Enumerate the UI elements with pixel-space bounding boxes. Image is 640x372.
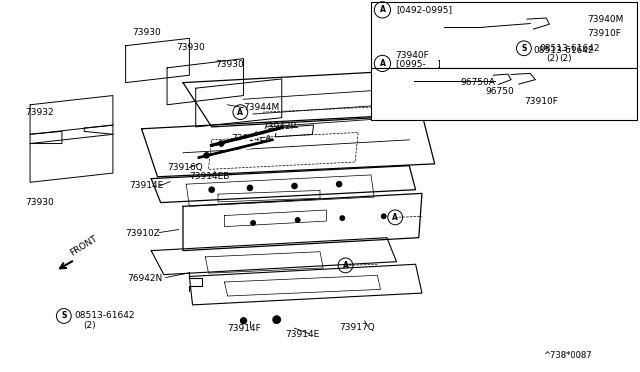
Text: 73944M: 73944M <box>244 103 280 112</box>
Ellipse shape <box>340 216 344 220</box>
Text: (2): (2) <box>559 54 572 63</box>
Ellipse shape <box>381 214 386 218</box>
Text: (2): (2) <box>546 54 559 63</box>
Text: 76942N: 76942N <box>127 274 163 283</box>
Text: 96750A: 96750A <box>460 78 495 87</box>
Bar <box>371 2 637 68</box>
Ellipse shape <box>219 141 224 146</box>
Text: A: A <box>380 59 385 68</box>
Text: S: S <box>61 311 67 320</box>
Ellipse shape <box>423 77 431 84</box>
Text: 73910F: 73910F <box>588 29 621 38</box>
Ellipse shape <box>337 182 342 187</box>
Text: 73914E: 73914E <box>285 330 319 339</box>
Ellipse shape <box>296 218 300 222</box>
Text: 73914EB: 73914EB <box>189 172 230 181</box>
Text: A: A <box>237 108 243 117</box>
Text: 73930: 73930 <box>215 60 244 69</box>
Text: FRONT: FRONT <box>68 234 99 258</box>
Text: 73930: 73930 <box>177 43 205 52</box>
Text: (2): (2) <box>83 321 95 330</box>
Text: 73942P: 73942P <box>262 122 296 131</box>
Text: 73914E: 73914E <box>129 182 163 190</box>
Text: 73916Q: 73916Q <box>167 163 203 172</box>
Text: 73910F: 73910F <box>524 97 558 106</box>
Bar <box>371 68 637 119</box>
Text: 73910Z: 73910Z <box>125 229 161 238</box>
Text: 73930: 73930 <box>132 28 161 37</box>
Text: 08513-61642: 08513-61642 <box>534 46 594 55</box>
Text: 73940F: 73940F <box>395 51 429 60</box>
Ellipse shape <box>241 318 246 324</box>
Text: ^738*0087: ^738*0087 <box>543 350 591 360</box>
Text: 96750: 96750 <box>486 87 515 96</box>
Ellipse shape <box>440 24 445 30</box>
Ellipse shape <box>247 185 253 190</box>
Text: A: A <box>392 213 398 222</box>
Text: A: A <box>342 261 348 270</box>
Ellipse shape <box>292 183 297 189</box>
Text: 73932: 73932 <box>26 108 54 117</box>
Text: 08513-61642: 08513-61642 <box>75 311 135 320</box>
Text: [0492-0995]: [0492-0995] <box>396 5 452 15</box>
Ellipse shape <box>410 78 415 84</box>
Text: 73914EA: 73914EA <box>231 134 271 142</box>
Ellipse shape <box>273 316 280 323</box>
Text: A: A <box>380 5 385 15</box>
Ellipse shape <box>209 187 214 192</box>
Text: S: S <box>521 44 527 53</box>
Text: 73940M: 73940M <box>588 15 624 24</box>
Text: [0995-    ]: [0995- ] <box>396 59 441 68</box>
Ellipse shape <box>455 23 463 31</box>
Ellipse shape <box>204 153 209 158</box>
Text: 08513-61642: 08513-61642 <box>540 44 600 53</box>
Text: ^738*0087: ^738*0087 <box>543 350 591 360</box>
Text: 73914F: 73914F <box>228 324 261 333</box>
Ellipse shape <box>251 221 255 225</box>
Text: 73917Q: 73917Q <box>339 323 375 331</box>
Text: 73930: 73930 <box>26 198 54 207</box>
